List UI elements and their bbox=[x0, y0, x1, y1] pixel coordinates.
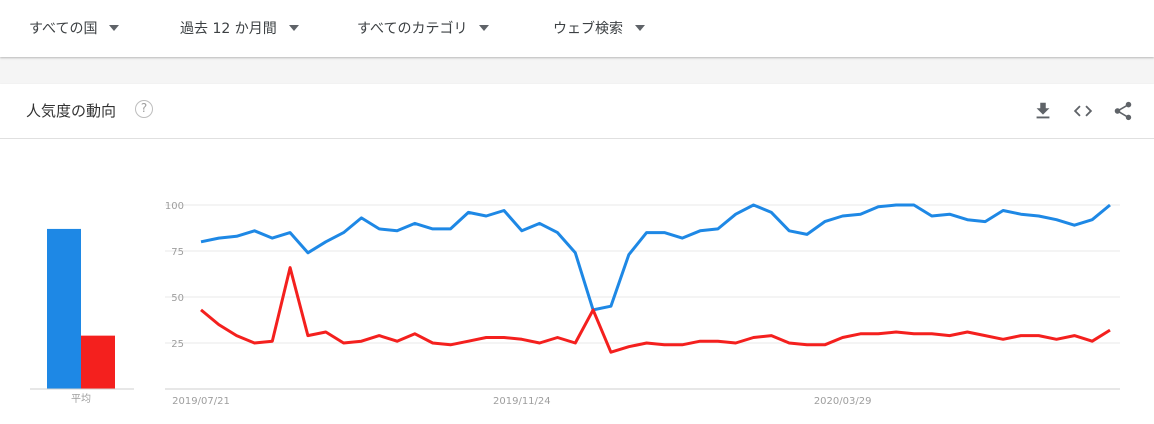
average-bar-2 bbox=[81, 335, 115, 389]
y-tick-label: 50 bbox=[171, 293, 184, 304]
y-tick-label: 25 bbox=[171, 339, 184, 350]
time-range-filter-label: 過去 12 か月間 bbox=[180, 21, 277, 37]
caret-down-icon bbox=[109, 25, 120, 31]
series-line-2 bbox=[200, 266, 1111, 354]
x-tick-label: 2019/11/24 bbox=[493, 396, 551, 407]
trend-chart: 平均 100 75 50 25 2019/07/21 2019/11/24 2020/03… bbox=[30, 201, 1120, 407]
region-filter-label: すべての国 bbox=[29, 21, 98, 37]
card-header: 人気度の動向 ? bbox=[0, 84, 1154, 139]
x-tick-label: 2020/03/29 bbox=[814, 396, 872, 407]
series-line-1 bbox=[200, 203, 1111, 312]
caret-down-icon bbox=[288, 25, 299, 31]
average-label: 平均 bbox=[71, 393, 91, 405]
help-icon[interactable]: ? bbox=[135, 100, 153, 118]
category-filter-label: すべてのカテゴリ bbox=[357, 21, 468, 37]
download-icon[interactable] bbox=[1032, 100, 1054, 122]
caret-down-icon bbox=[479, 25, 490, 31]
y-axis-ticks: 100 75 50 25 bbox=[165, 201, 184, 350]
y-tick-label: 100 bbox=[165, 201, 184, 212]
search-type-filter[interactable]: ウェブ検索 bbox=[553, 18, 645, 38]
search-type-filter-label: ウェブ検索 bbox=[553, 21, 623, 37]
region-filter[interactable]: すべての国 bbox=[29, 18, 120, 38]
x-tick-label: 2019/07/21 bbox=[172, 396, 230, 407]
caret-down-icon bbox=[635, 25, 645, 31]
card-title: 人気度の動向 bbox=[26, 102, 117, 120]
y-tick-label: 75 bbox=[171, 247, 184, 258]
x-axis-ticks: 2019/07/21 2019/11/24 2020/03/29 bbox=[172, 396, 871, 407]
embed-code-icon[interactable] bbox=[1072, 100, 1094, 122]
chart-series bbox=[200, 203, 1111, 354]
chart-gridlines bbox=[165, 204, 1120, 390]
category-filter[interactable]: すべてのカテゴリ bbox=[357, 18, 490, 38]
interest-over-time-card: 人気度の動向 ? 平均 100 75 50 25 2019/07/21 2019/11/… bbox=[0, 84, 1154, 424]
average-bars: 平均 bbox=[30, 228, 134, 405]
average-bar-1 bbox=[47, 228, 81, 389]
share-icon[interactable] bbox=[1112, 100, 1134, 122]
filter-bar: すべての国 過去 12 か月間 すべてのカテゴリ ウェブ検索 bbox=[0, 0, 1154, 57]
time-range-filter[interactable]: 過去 12 か月間 bbox=[180, 18, 299, 38]
